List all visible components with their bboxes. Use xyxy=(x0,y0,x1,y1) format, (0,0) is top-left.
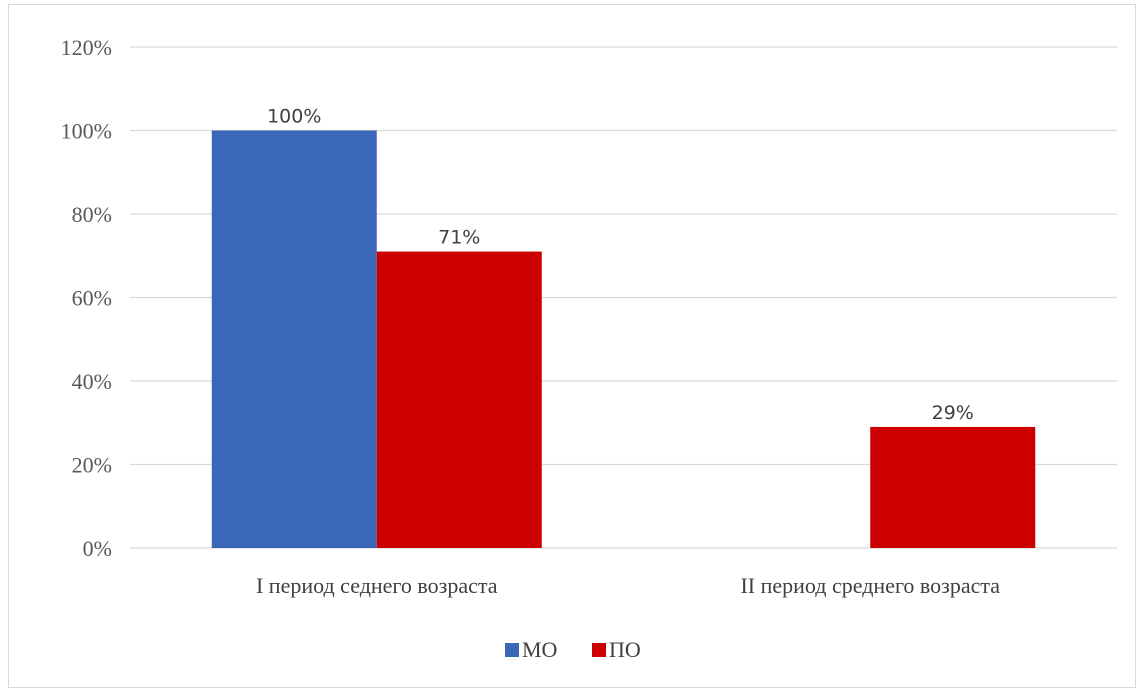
x-category-label: II период среднего возраста xyxy=(740,573,1000,598)
y-tick-label: 20% xyxy=(72,453,112,478)
x-category-label: I период седнего возраста xyxy=(256,573,498,598)
bars xyxy=(211,130,1036,548)
y-tick-label: 120% xyxy=(61,35,112,60)
y-tick-label: 60% xyxy=(72,286,112,311)
bar-МО-0 xyxy=(211,130,377,548)
bar-ПО-0 xyxy=(376,251,542,548)
data-label: 71% xyxy=(438,227,480,249)
data-label: 100% xyxy=(267,106,321,128)
data-label: 29% xyxy=(932,402,974,424)
chart-frame xyxy=(8,4,1136,688)
legend-swatch-ПО xyxy=(592,643,606,657)
legend: МО ПО xyxy=(505,637,641,662)
x-axis-category-labels: I период седнего возраста II период средн… xyxy=(256,573,1000,598)
bar-ПО-1 xyxy=(870,426,1036,548)
y-tick-label: 80% xyxy=(72,202,112,227)
y-axis-tick-labels: 0% 20% 40% 60% 80% 100% 120% xyxy=(61,35,112,561)
legend-label: ПО xyxy=(609,637,641,662)
y-tick-label: 40% xyxy=(72,369,112,394)
y-tick-label: 0% xyxy=(83,536,112,561)
y-tick-label: 100% xyxy=(61,119,112,144)
legend-swatch-МО xyxy=(505,643,519,657)
legend-label: МО xyxy=(522,637,557,662)
data-labels: 100% 71% 29% xyxy=(267,106,974,424)
